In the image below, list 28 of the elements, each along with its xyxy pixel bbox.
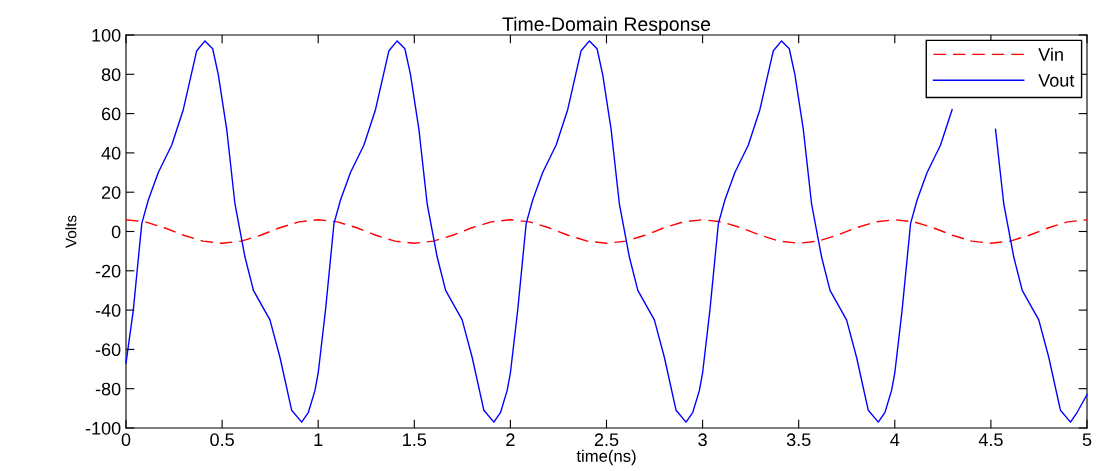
- y-tick-label: -100: [85, 421, 121, 435]
- x-tick-label: 2: [506, 433, 515, 446]
- y-tick-label: -60: [95, 343, 121, 357]
- y-tick-label: 0: [111, 225, 121, 239]
- x-tick-label: 1: [314, 433, 323, 446]
- x-tick-label: 3: [698, 433, 707, 447]
- x-tick-label: 5: [1082, 433, 1092, 447]
- x-tick-label: 4.5: [978, 433, 1003, 447]
- legend-label: Vin: [1038, 47, 1063, 61]
- y-tick-label: 40: [101, 146, 121, 160]
- y-tick-label: -20: [95, 264, 121, 278]
- x-tick-label: 1.5: [403, 433, 427, 447]
- y-tick-label: -80: [95, 382, 121, 396]
- x-tick-label: 0.5: [210, 433, 234, 447]
- y-axis-title: Volts: [65, 215, 77, 248]
- x-tick-label: 4: [890, 433, 900, 446]
- y-tick-label: 80: [101, 68, 121, 82]
- x-tick-label: 3.5: [786, 433, 811, 447]
- x-axis-title: time(ns): [576, 449, 636, 466]
- y-tick-label: 60: [101, 107, 121, 121]
- y-tick-label: -40: [95, 304, 121, 317]
- x-tick-label: 0: [121, 433, 131, 447]
- chart-title: Time-Domain Response: [502, 16, 711, 35]
- y-tick-label: 20: [101, 186, 121, 199]
- x-tick-label: 2.5: [594, 433, 619, 447]
- y-tick-label: 100: [92, 28, 121, 42]
- line-series: [125, 219, 1088, 244]
- legend-label: Vout: [1038, 74, 1075, 87]
